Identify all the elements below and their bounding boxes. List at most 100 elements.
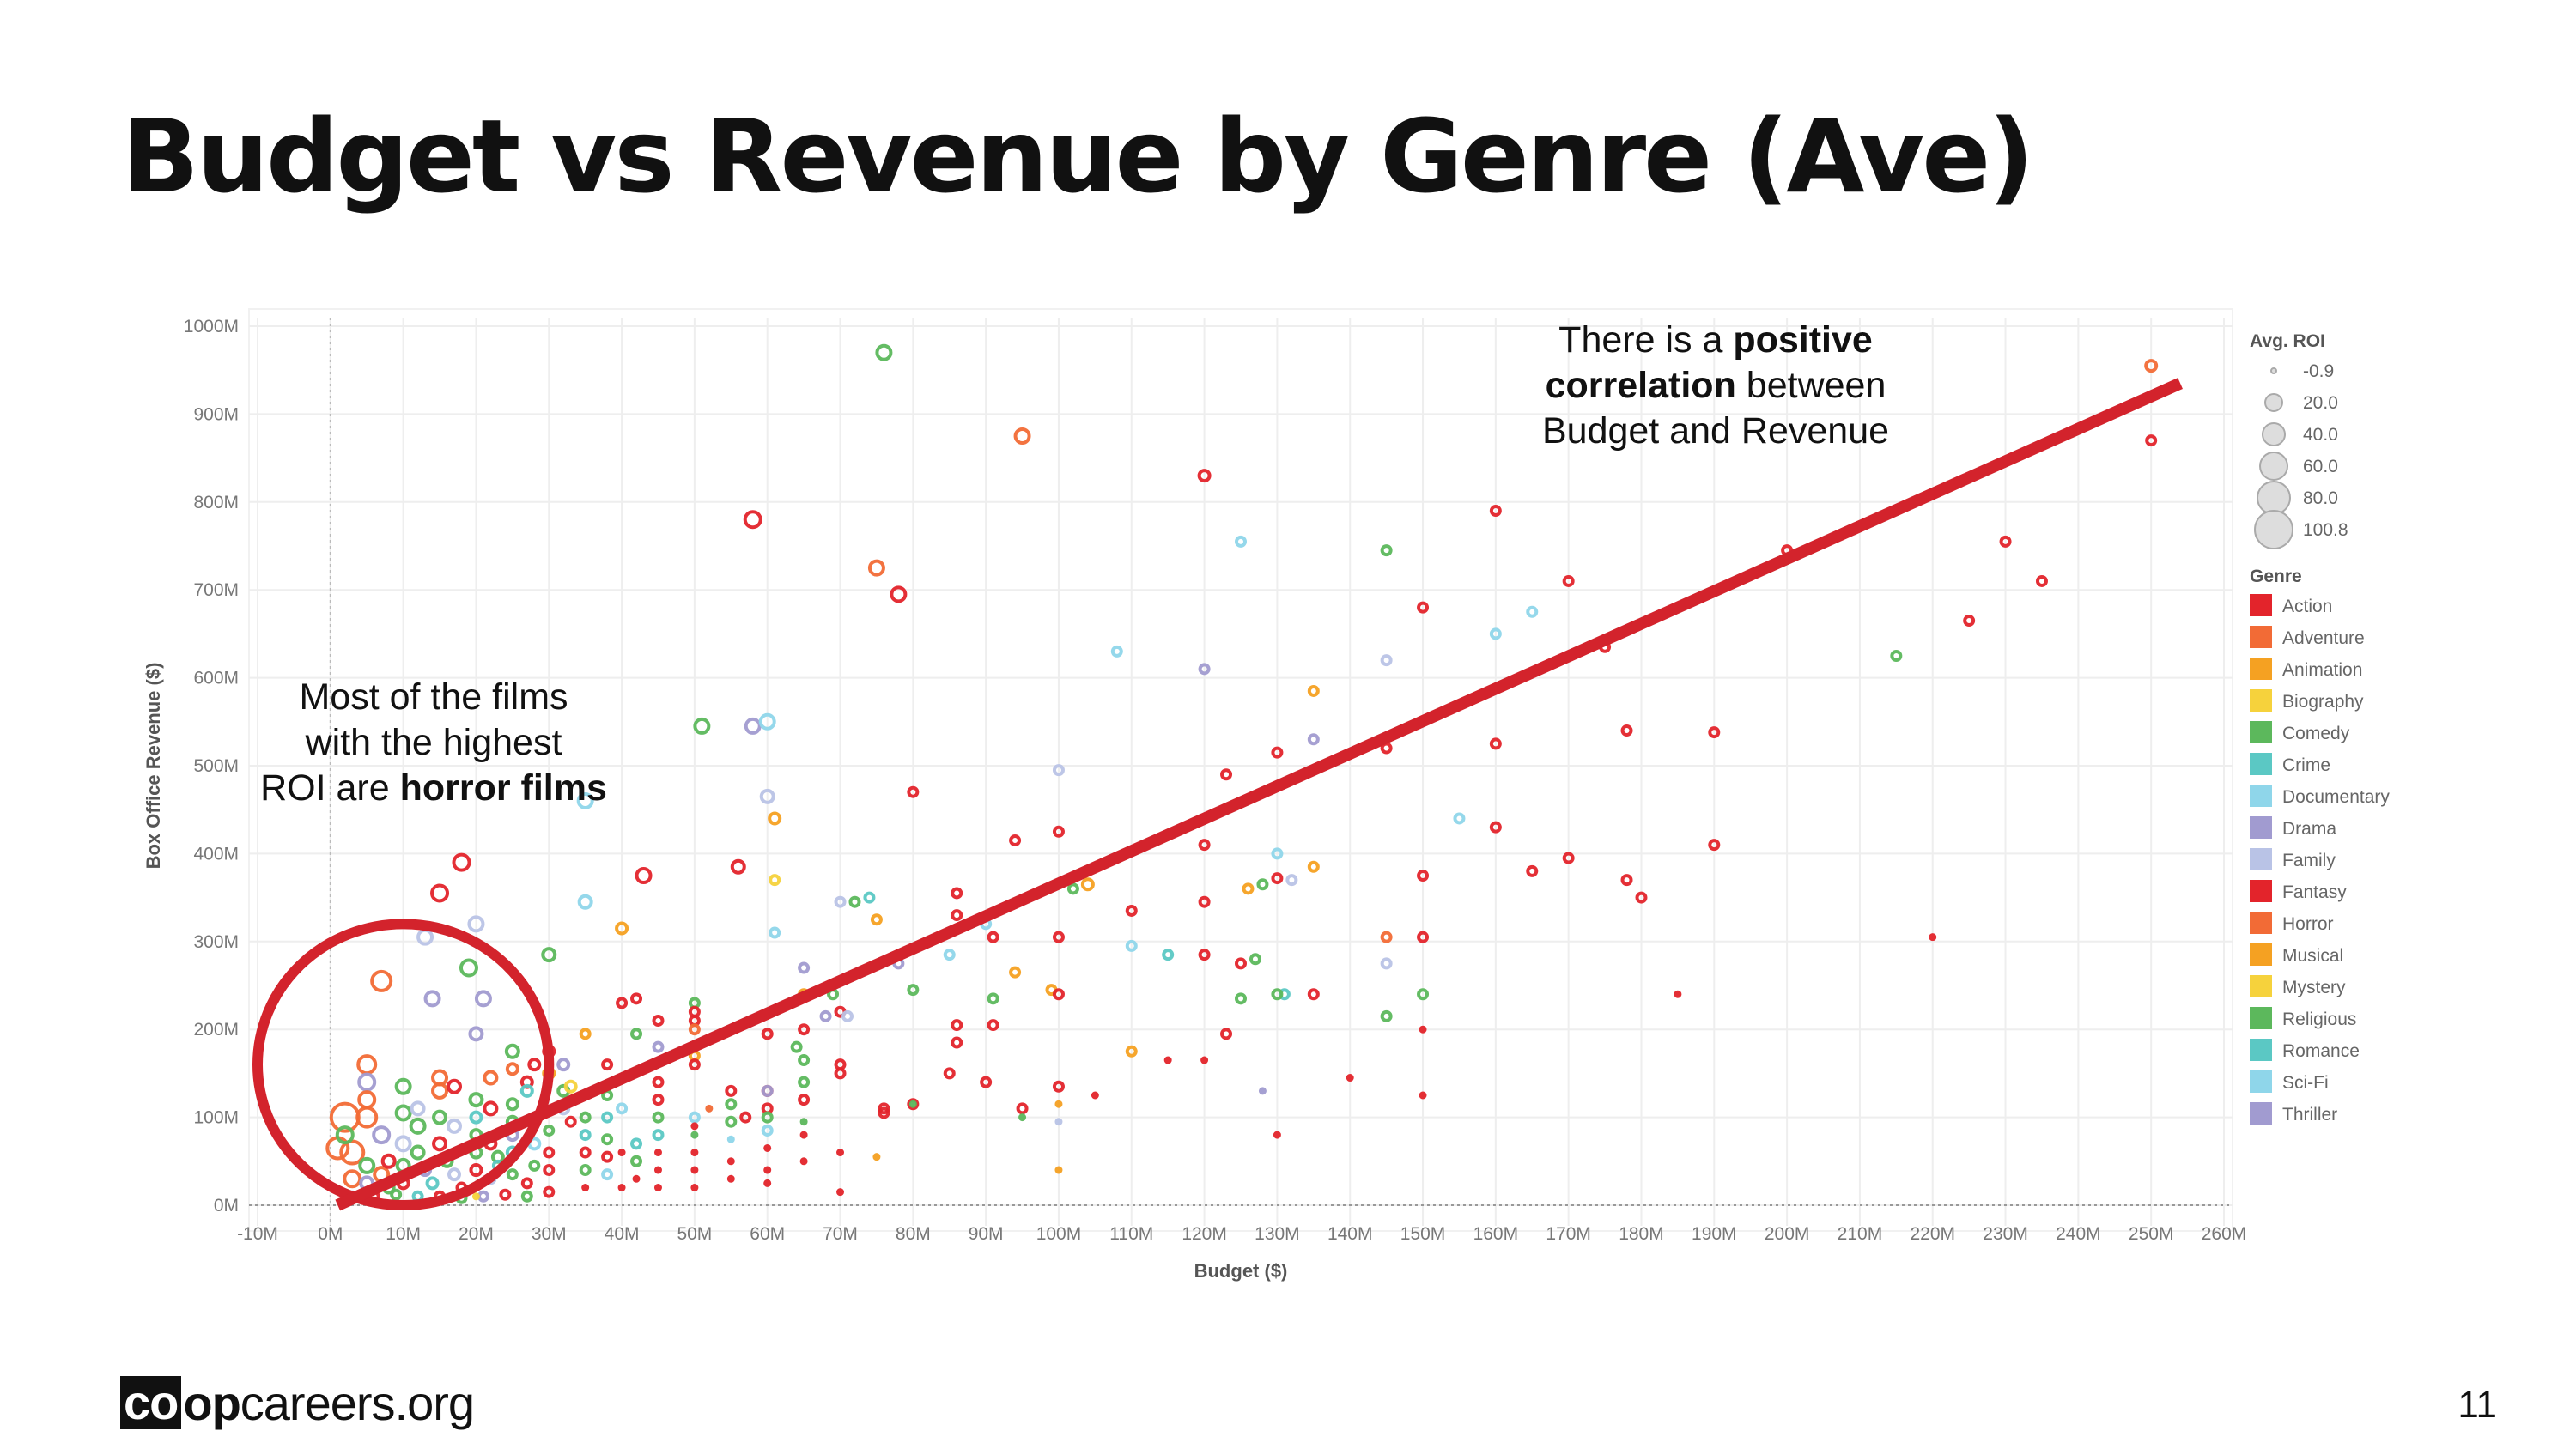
- x-tick-label: 230M: [1983, 1224, 2028, 1244]
- x-tick-label: 130M: [1255, 1224, 1300, 1244]
- data-point: [653, 1149, 662, 1157]
- data-point: [630, 1155, 643, 1167]
- data-point: [1380, 544, 1393, 557]
- x-axis-label: Budget ($): [1194, 1260, 1288, 1282]
- x-tick-label: 200M: [1765, 1224, 1810, 1244]
- genre-legend-label: Musical: [2282, 946, 2343, 966]
- data-point: [581, 1184, 590, 1192]
- data-point: [759, 788, 775, 804]
- data-point: [519, 1083, 534, 1098]
- data-point: [1054, 1100, 1063, 1108]
- data-point: [1125, 904, 1138, 917]
- data-point: [1890, 650, 1903, 662]
- x-tick-label: 30M: [532, 1224, 567, 1244]
- genre-swatch: [2250, 848, 2272, 870]
- data-point: [1197, 469, 1212, 483]
- data-point: [690, 1122, 699, 1131]
- genre-legend-label: Sci-Fi: [2282, 1073, 2329, 1093]
- genre-legend-label: Action: [2282, 597, 2332, 616]
- data-point: [1052, 825, 1065, 838]
- data-point: [951, 909, 963, 922]
- data-point: [1489, 737, 1502, 750]
- data-point: [410, 1100, 426, 1117]
- logo-rest-text: careers.org: [240, 1375, 475, 1430]
- data-point: [834, 895, 847, 908]
- data-point: [907, 984, 920, 997]
- x-tick-label: -10M: [237, 1224, 278, 1244]
- data-point: [1220, 768, 1233, 781]
- data-point: [339, 1139, 366, 1166]
- x-tick-label: 100M: [1036, 1224, 1082, 1244]
- data-point: [890, 585, 908, 603]
- data-point: [951, 1019, 963, 1032]
- size-legend-label: 80.0: [2303, 488, 2338, 508]
- data-point: [1307, 988, 1320, 1001]
- data-point: [1708, 839, 1721, 852]
- data-point: [1271, 746, 1284, 759]
- data-point: [601, 1111, 614, 1124]
- genre-legend-label: Family: [2282, 851, 2336, 870]
- size-legend-label: 40.0: [2303, 425, 2338, 445]
- data-point: [372, 1125, 392, 1145]
- data-point: [908, 1100, 917, 1108]
- data-point: [635, 867, 653, 884]
- data-point: [726, 1174, 735, 1183]
- data-point: [380, 1153, 397, 1169]
- x-tick-label: 120M: [1182, 1224, 1227, 1244]
- data-point: [1198, 949, 1211, 961]
- data-point: [725, 1084, 738, 1097]
- x-tick-label: 210M: [1838, 1224, 1883, 1244]
- genre-swatch: [2250, 785, 2272, 807]
- data-point: [725, 1115, 738, 1128]
- data-point: [768, 811, 782, 826]
- data-point: [564, 1115, 577, 1128]
- data-point: [1999, 535, 2012, 548]
- genre-swatch: [2250, 1070, 2272, 1093]
- data-point: [423, 990, 441, 1008]
- data-point: [432, 1136, 448, 1152]
- data-point: [474, 990, 492, 1008]
- data-point: [730, 858, 746, 875]
- data-point: [1346, 1074, 1354, 1082]
- data-point: [1562, 852, 1575, 864]
- genre-swatch: [2250, 1007, 2272, 1029]
- genre-legend-label: Fantasy: [2282, 882, 2347, 902]
- data-point: [409, 1117, 427, 1135]
- data-point: [980, 1076, 993, 1088]
- data-point: [1235, 957, 1247, 970]
- data-point: [394, 1104, 412, 1122]
- data-point: [1249, 953, 1261, 966]
- data-point: [1018, 1113, 1027, 1122]
- slide-title: Budget vs Revenue by Genre (Ave): [122, 97, 2034, 215]
- trend-line: [335, 378, 2183, 1211]
- annotation-horror-films: Most of the films with the highest ROI a…: [260, 676, 607, 809]
- data-point: [690, 1166, 699, 1174]
- data-point: [987, 1019, 999, 1032]
- data-point: [543, 1185, 556, 1198]
- data-point: [357, 1072, 377, 1092]
- data-point: [951, 1036, 963, 1049]
- data-point: [343, 1169, 362, 1189]
- x-tick-label: 90M: [969, 1224, 1004, 1244]
- data-point: [1417, 931, 1430, 943]
- data-point: [652, 1076, 665, 1088]
- data-point: [468, 1026, 484, 1042]
- x-tick-label: 50M: [677, 1224, 712, 1244]
- data-point: [1307, 684, 1320, 697]
- data-point: [761, 1084, 774, 1097]
- data-point: [556, 1058, 571, 1072]
- genre-swatch: [2250, 626, 2272, 648]
- data-point: [579, 1111, 592, 1124]
- data-point: [617, 1149, 626, 1157]
- data-point: [1235, 992, 1247, 1005]
- x-tick-label: 20M: [459, 1224, 494, 1244]
- data-point: [499, 1188, 512, 1201]
- data-point: [943, 1067, 956, 1080]
- data-point: [1453, 812, 1466, 825]
- data-point: [1052, 931, 1065, 943]
- data-point: [819, 1009, 832, 1022]
- logo-box-text: co: [120, 1376, 182, 1429]
- data-point: [1125, 939, 1138, 952]
- data-point: [799, 1157, 808, 1166]
- data-point: [870, 913, 883, 926]
